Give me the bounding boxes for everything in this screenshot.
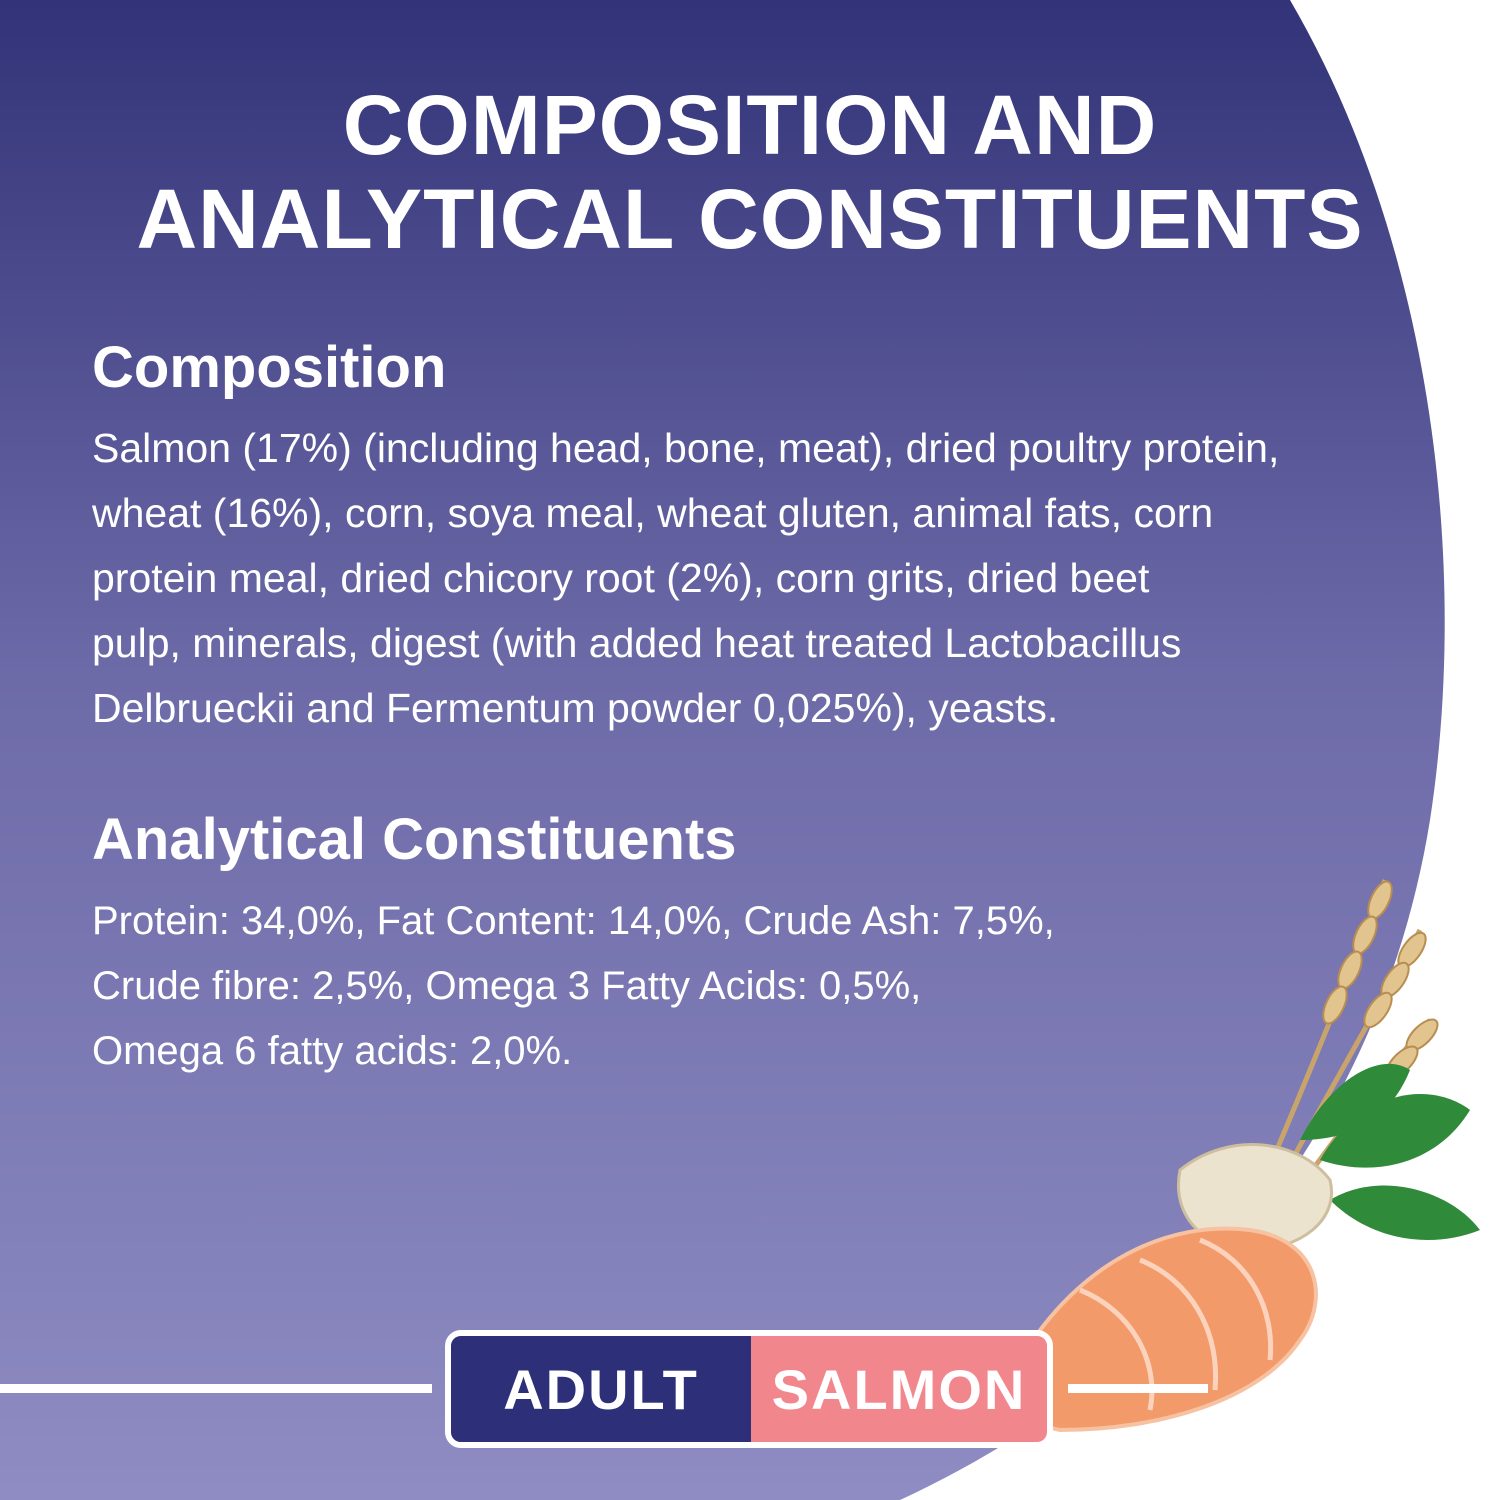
composition-line: protein meal, dried chicory root (2%), c…: [92, 555, 1150, 601]
composition-line: Salmon (17%) (including head, bone, meat…: [92, 425, 1280, 471]
composition-line: Delbrueckii and Fermentum powder 0,025%)…: [92, 685, 1059, 731]
product-badge: ADULT SALMON: [445, 1330, 1053, 1448]
ingredients-illustration: [1015, 879, 1480, 1433]
divider-line-left: [0, 1384, 432, 1393]
analytical-text: Protein: 34,0%, Fat Content: 14,0%, Crud…: [92, 889, 1055, 1084]
analytical-line: Protein: 34,0%, Fat Content: 14,0%, Crud…: [92, 899, 1055, 943]
badge-salmon: SALMON: [751, 1336, 1047, 1442]
composition-line: pulp, minerals, digest (with added heat …: [92, 620, 1182, 666]
page-title: COMPOSITION AND ANALYTICAL CONSTITUENTS: [100, 78, 1400, 266]
composition-text: Salmon (17%) (including head, bone, meat…: [92, 416, 1279, 741]
divider-line-right: [1068, 1384, 1208, 1393]
beet-leaves: [1300, 1063, 1480, 1240]
composition-line: wheat (16%), corn, soya meal, wheat glut…: [92, 490, 1214, 536]
salmon-fillet: [1015, 1226, 1318, 1433]
wheat-grains: [1322, 880, 1439, 1079]
title-line-2: ANALYTICAL CONSTITUENTS: [136, 172, 1364, 266]
badge-adult: ADULT: [451, 1336, 751, 1442]
analytical-line: Crude fibre: 2,5%, Omega 3 Fatty Acids: …: [92, 964, 922, 1008]
purple-curved-panel: [0, 0, 1445, 1500]
analytical-line: Omega 6 fatty acids: 2,0%.: [92, 1029, 573, 1073]
composition-heading: Composition: [92, 335, 447, 400]
title-line-1: COMPOSITION AND: [342, 78, 1158, 172]
analytical-heading: Analytical Constituents: [92, 807, 737, 872]
